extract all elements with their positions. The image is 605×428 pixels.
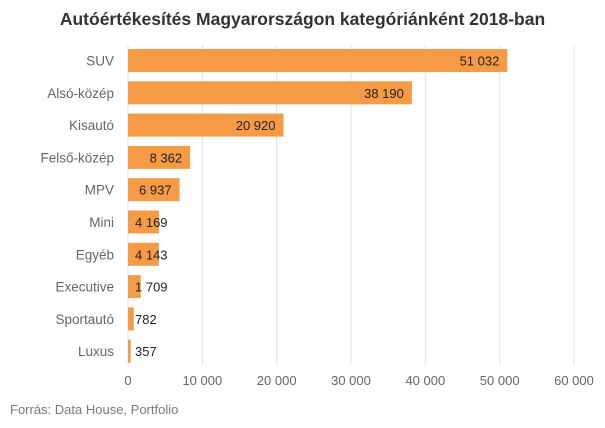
value-label: 782: [135, 312, 157, 327]
source-note: Forrás: Data House, Portfolio: [10, 402, 179, 417]
category-label: Mini: [89, 215, 114, 230]
category-label: Egyéb: [76, 247, 114, 262]
value-label: 38 190: [364, 86, 404, 101]
category-label: Luxus: [78, 344, 114, 359]
bar: [128, 145, 191, 169]
value-label: 4 169: [135, 215, 168, 230]
chart-title: Autóértékesítés Magyarországon kategóriá…: [59, 9, 546, 29]
value-label: 6 937: [139, 183, 172, 198]
category-label: Executive: [55, 280, 114, 295]
category-label: Sportautó: [55, 312, 114, 327]
value-labels: 51 032 38 190 20 920 8 362 6 937 4 169 4 143 1 …: [135, 54, 499, 360]
category-label: Felső-közép: [40, 150, 114, 165]
category-label: Kisautó: [69, 118, 114, 133]
bar: [128, 49, 508, 72]
x-tick-label: 0: [124, 373, 131, 388]
category-label: SUV: [86, 54, 114, 69]
bar: [128, 113, 284, 137]
x-tick-label: 10 000: [182, 373, 222, 388]
bars: [128, 49, 508, 363]
value-label: 20 920: [236, 118, 276, 133]
x-axis-tick-labels: 0 10 000 20 000 30 000 40 000 50 000 60 000: [124, 373, 594, 388]
bar: [128, 81, 412, 105]
value-label: 357: [135, 344, 157, 359]
x-tick-label: 30 000: [331, 373, 371, 388]
bar: [128, 275, 141, 299]
value-label: 1 709: [135, 280, 168, 295]
value-label: 51 032: [460, 54, 500, 69]
x-tick-label: 20 000: [257, 373, 297, 388]
value-label: 8 362: [150, 150, 183, 165]
bar: [128, 307, 134, 331]
x-tick-label: 60 000: [554, 373, 594, 388]
x-tick-label: 50 000: [480, 373, 520, 388]
bar: [128, 210, 159, 234]
category-label: Alsó-közép: [47, 86, 114, 101]
bar: [128, 339, 131, 363]
bar: [128, 178, 180, 202]
value-label: 4 143: [135, 247, 168, 262]
category-labels: SUV Alsó-közép Kisautó Felső-közép MPV Mini Eg…: [40, 54, 114, 360]
bar: [128, 242, 159, 266]
bar-chart: SUV Alsó-közép Kisautó Felső-közép MPV Mini Eg…: [40, 45, 594, 388]
category-label: MPV: [85, 183, 114, 198]
x-tick-label: 40 000: [405, 373, 445, 388]
